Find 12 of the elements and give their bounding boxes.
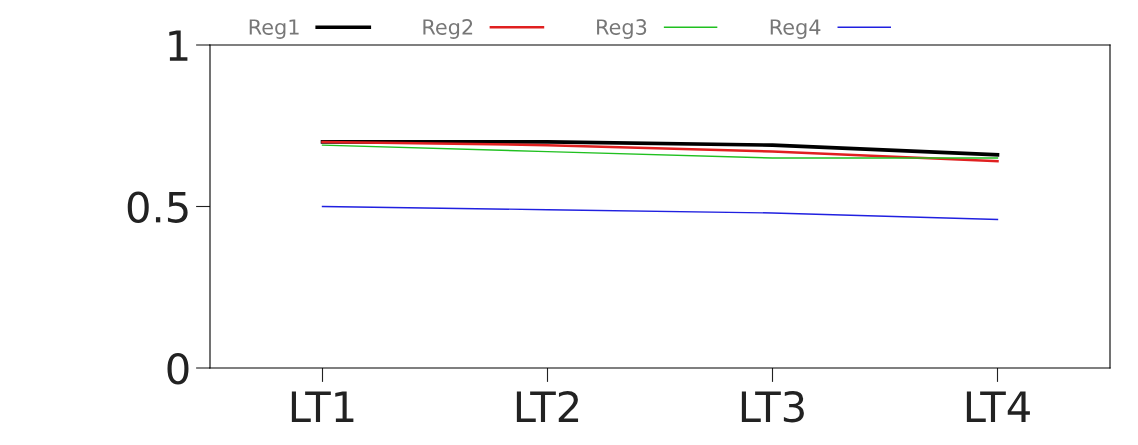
legend-label: Reg2 <box>423 19 473 39</box>
legend-label: Reg3 <box>597 19 647 39</box>
legend-label: Reg4 <box>770 19 821 39</box>
y-tick-label: 1 <box>169 30 188 61</box>
y-tick-label: 0 <box>167 352 189 385</box>
line-series <box>321 205 999 221</box>
x-tick-label: LT4 <box>966 391 1030 422</box>
x-tick-label: LT3 <box>741 390 804 423</box>
x-tick-label: LT2 <box>516 390 579 422</box>
legend-label: Reg1 <box>249 19 299 39</box>
x-tick-label: LT1 <box>291 391 354 422</box>
y-tick-label: 0.5 <box>127 191 188 223</box>
